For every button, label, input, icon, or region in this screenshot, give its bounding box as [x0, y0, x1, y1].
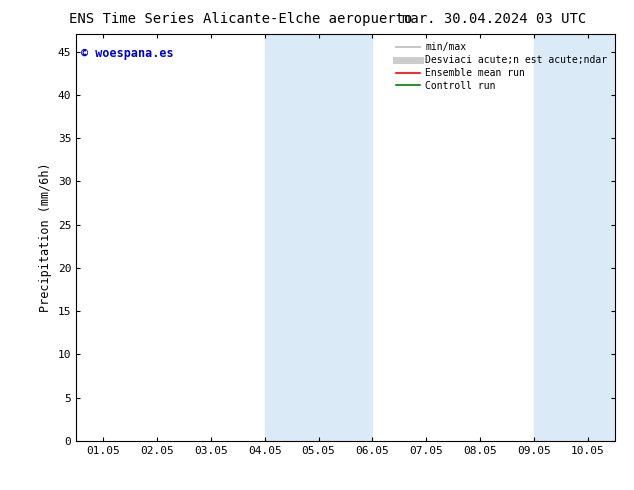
Text: mar. 30.04.2024 03 UTC: mar. 30.04.2024 03 UTC [403, 12, 586, 26]
Text: ENS Time Series Alicante-Elche aeropuerto: ENS Time Series Alicante-Elche aeropuert… [69, 12, 413, 26]
Text: © woespana.es: © woespana.es [81, 47, 174, 59]
Legend: min/max, Desviaci acute;n est acute;ndar, Ensemble mean run, Controll run: min/max, Desviaci acute;n est acute;ndar… [393, 39, 610, 94]
Y-axis label: Precipitation (mm/6h): Precipitation (mm/6h) [39, 163, 52, 313]
Bar [265, 34, 373, 441]
Bar [534, 34, 615, 441]
